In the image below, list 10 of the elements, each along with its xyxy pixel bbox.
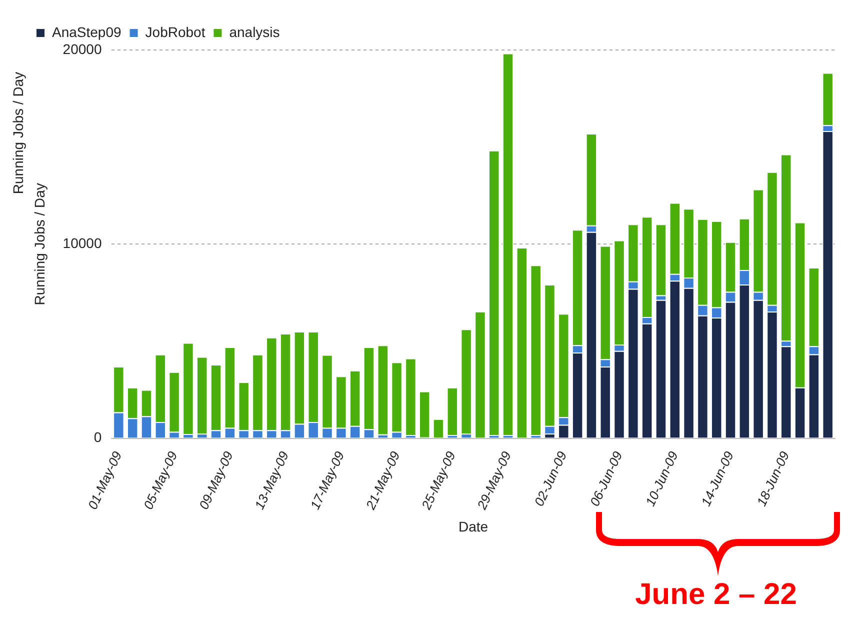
legend-label: AnaStep09 bbox=[52, 24, 122, 40]
legend-label: analysis bbox=[229, 24, 280, 40]
y-tick-label: 0 bbox=[94, 429, 102, 446]
text: Running Jobs / Day bbox=[10, 70, 26, 196]
y-tick-label: 20000 bbox=[62, 40, 102, 57]
x-axis-title: Date bbox=[458, 518, 488, 534]
legend-label: JobRobot bbox=[145, 24, 206, 40]
y-tick-label: 10000 bbox=[62, 235, 102, 252]
y-axis-title: Running Jobs / Day bbox=[31, 183, 48, 306]
text: June 2 – 22 bbox=[634, 578, 798, 612]
